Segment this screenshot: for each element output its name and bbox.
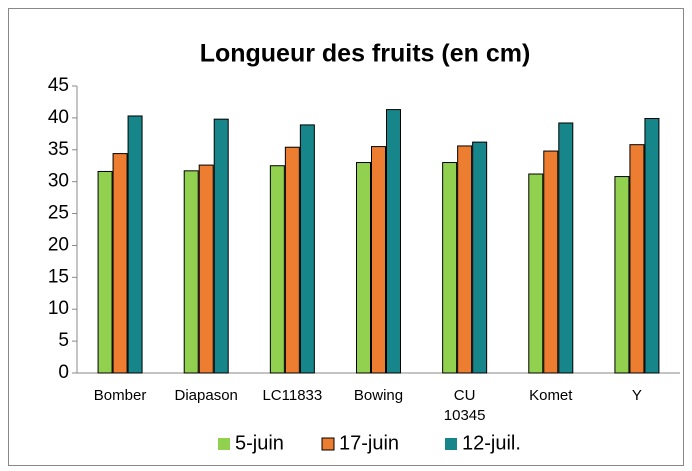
bar <box>457 145 473 374</box>
bar <box>371 146 386 374</box>
y-tick-label: 5 <box>58 330 69 351</box>
y-tick-label: 0 <box>58 362 69 383</box>
x-tick-label: Diapason <box>175 387 238 404</box>
bar <box>472 141 488 374</box>
bar <box>356 162 371 374</box>
bar <box>644 118 660 374</box>
y-tick-label: 40 <box>48 107 69 128</box>
x-tick-label: Y <box>632 387 642 404</box>
y-tick-label: 20 <box>48 234 69 255</box>
y-tick-label: 45 <box>48 75 69 96</box>
bar <box>614 176 630 374</box>
bar <box>127 115 143 374</box>
bar <box>284 146 300 374</box>
x-tick-label: Komet <box>529 387 573 404</box>
x-tick-label: Bomber <box>94 387 147 404</box>
x-tick-label: CU 10345 <box>444 387 486 424</box>
bar <box>97 170 113 374</box>
bar <box>183 170 199 374</box>
legend-label: 17-juin <box>339 432 399 454</box>
y-tick-label: 10 <box>48 298 69 319</box>
bar <box>213 118 229 374</box>
legend-swatch <box>445 438 457 450</box>
bar <box>558 122 574 374</box>
x-tick-label: Bowing <box>354 387 403 404</box>
legend-swatch <box>321 437 335 451</box>
y-tick-label: 35 <box>48 139 69 160</box>
bar <box>198 164 214 374</box>
legend-label: 5-juin <box>235 432 284 454</box>
y-tick-label: 25 <box>48 203 69 224</box>
y-tick-label: 15 <box>48 266 69 287</box>
bar <box>299 124 315 374</box>
x-tick-label: LC11833 <box>262 387 322 404</box>
y-tick-label: 30 <box>48 171 69 192</box>
chart-title: Longueur des fruits (en cm) <box>200 40 531 68</box>
bar <box>442 162 458 374</box>
bar <box>269 165 285 374</box>
bar <box>386 109 401 374</box>
bar <box>629 144 645 374</box>
bar <box>528 173 544 374</box>
bar <box>112 153 128 374</box>
legend-swatch <box>218 438 230 450</box>
bar <box>543 150 559 374</box>
legend-label: 12-juil. <box>462 432 521 454</box>
